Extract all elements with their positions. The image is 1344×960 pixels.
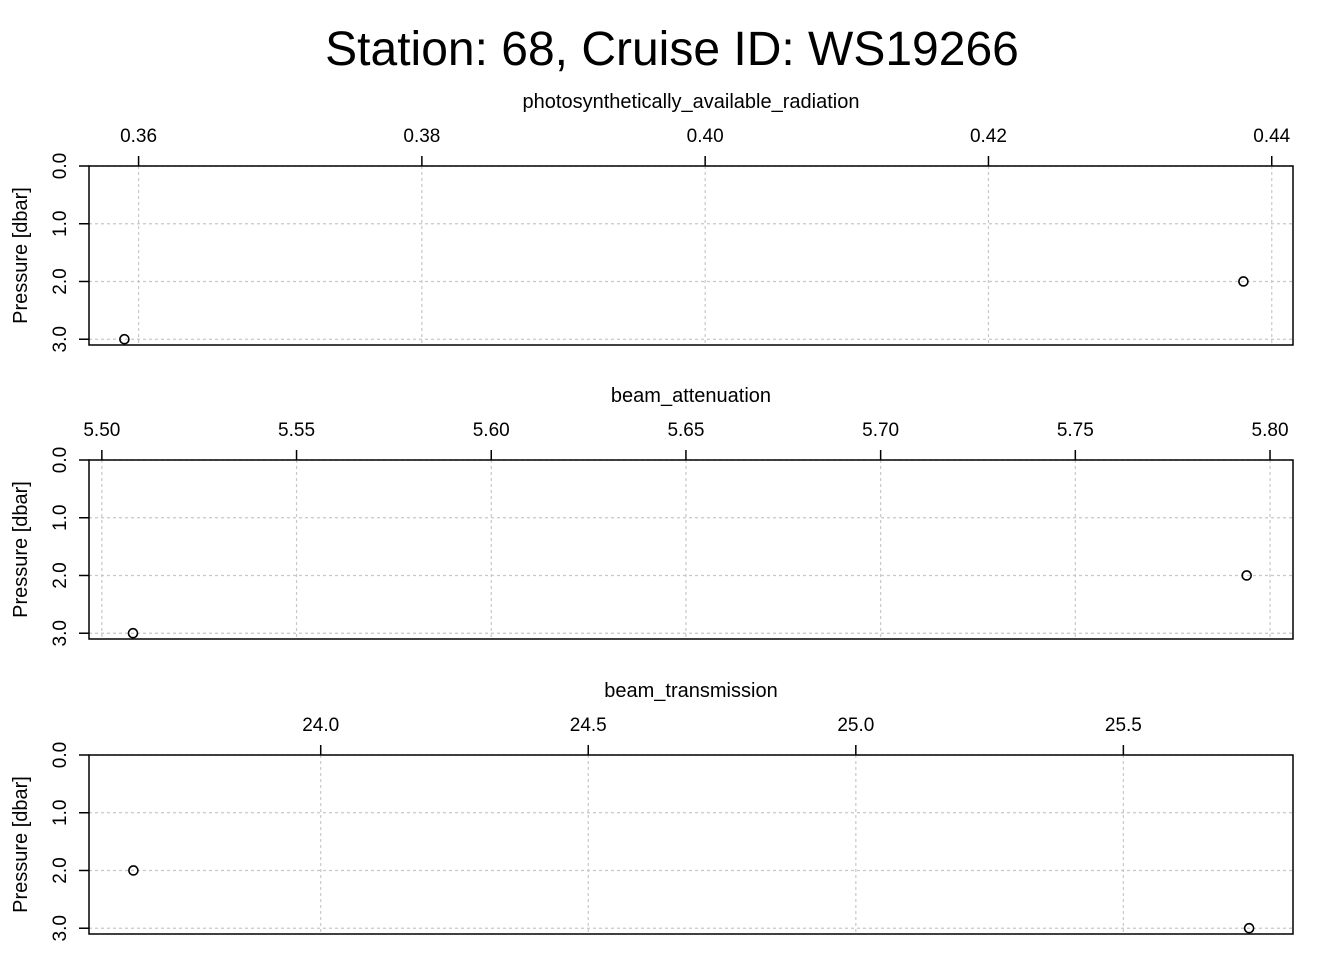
y-axis-label: Pressure [dbar]	[10, 481, 32, 618]
x-tick-label: 5.60	[473, 420, 510, 441]
x-tick-label: 5.70	[862, 420, 899, 441]
x-tick-label: 0.36	[120, 126, 157, 147]
y-tick-label: 0.0	[50, 153, 71, 179]
y-tick-label: 2.0	[50, 268, 71, 294]
x-tick-label: 5.80	[1252, 420, 1289, 441]
panel-title: beam_attenuation	[611, 385, 771, 407]
x-tick-label: 25.0	[837, 715, 874, 736]
y-tick-label: 3.0	[50, 326, 71, 352]
x-tick-label: 0.40	[687, 126, 724, 147]
panel-2: 5.50 5.55 5.60 5.65 5.70 5.75 5.80 0.0 1.0 2.0 3.0…	[10, 385, 1294, 646]
data-point	[119, 333, 130, 345]
data-point	[1243, 922, 1255, 934]
panel-1: 0.36 0.38 0.40 0.42 0.44 0.0 1.0 2.0 3.0 photosyn…	[10, 91, 1294, 352]
x-tick-label: 5.55	[278, 420, 315, 441]
x-tick-label: 5.65	[667, 420, 704, 441]
y-tick-label: 0.0	[50, 447, 71, 473]
x-tick-label: 24.0	[302, 715, 339, 736]
x-tick-label: 0.42	[970, 126, 1007, 147]
panel-title: photosynthetically_available_radiation	[523, 91, 860, 113]
x-tick-label: 5.50	[83, 420, 120, 441]
plot-frame	[88, 754, 1294, 935]
y-tick-label: 1.0	[50, 505, 71, 531]
y-tick-label: 2.0	[50, 562, 71, 588]
plot-frame	[88, 165, 1294, 346]
x-tick-label: 0.38	[403, 126, 440, 147]
y-axis-label: Pressure [dbar]	[10, 187, 32, 324]
main-title: Station: 68, Cruise ID: WS19266	[325, 23, 1019, 76]
x-tick-label: 24.5	[570, 715, 607, 736]
y-tick-label: 2.0	[50, 857, 71, 883]
data-point	[127, 627, 139, 639]
y-tick-label: 3.0	[50, 915, 71, 941]
y-tick-label: 1.0	[50, 211, 71, 237]
y-axis-label: Pressure [dbar]	[10, 776, 32, 913]
y-tick-label: 3.0	[50, 620, 71, 646]
plot-frame	[88, 459, 1294, 640]
data-point	[1238, 276, 1249, 287]
y-tick-label: 1.0	[50, 800, 71, 826]
y-tick-label: 0.0	[50, 742, 71, 768]
x-tick-label: 0.44	[1253, 126, 1290, 147]
panel-3: 24.0 24.5 25.0 25.5 0.0 1.0 2.0 3.0 beam_transmi…	[10, 680, 1294, 941]
x-tick-label: 25.5	[1105, 715, 1142, 736]
x-tick-label: 5.75	[1057, 420, 1094, 441]
panel-title: beam_transmission	[604, 680, 777, 702]
data-point	[128, 865, 139, 876]
data-point	[1241, 570, 1252, 581]
